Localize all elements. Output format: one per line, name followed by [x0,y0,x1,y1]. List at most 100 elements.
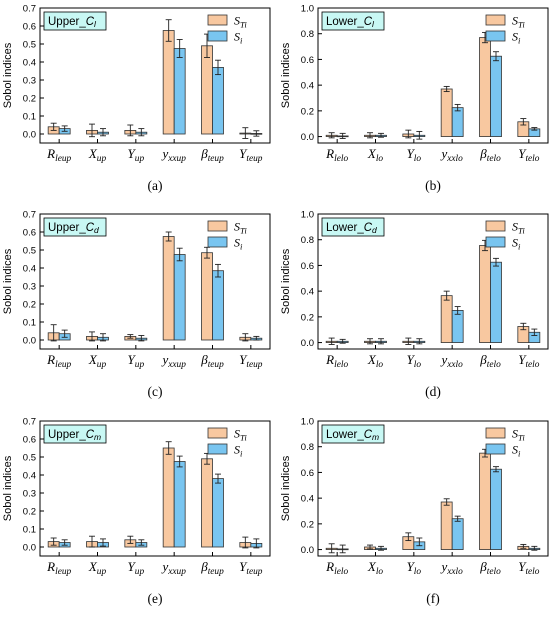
y-tick-label: 0.4 [23,471,36,482]
panel-label: (f) [426,591,440,606]
bar-s-ti [479,452,491,550]
panel-label: (d) [425,384,441,399]
bar-s-i [451,107,464,137]
bar-s-i [490,468,502,550]
legend-swatch-s-i [207,236,228,248]
panel-title: Upper_Cl [48,16,97,29]
title-box [321,217,385,237]
y-tick-label: 0.0 [23,336,36,347]
y-tick-label: 0.4 [301,287,314,298]
x-tick-label: Xup [88,559,107,577]
legend-label-s-ti: STi [512,14,525,30]
panel-label: (b) [425,178,441,193]
panel-title: Upper_Cm [48,429,101,442]
panel-title: Upper_Cd [48,222,99,235]
plot-frame [39,213,271,350]
x-tick-label: yxxup [160,146,186,164]
y-tick-label: 0.1 [23,525,36,536]
plot-frame [39,420,271,557]
y-tick-label: 0.1 [23,318,36,329]
bar-s-ti [201,45,213,135]
x-tick-label: Xlo [367,146,384,164]
bar-s-i [451,310,464,343]
y-tick-label: 0.4 [301,81,314,92]
y-tick-label: 0.4 [301,494,314,505]
x-tick-label: yxxup [160,559,186,577]
plot-frame [39,7,271,144]
bar-s-ti [479,245,491,343]
chart-panel-5: 0.0 0.1 0.2 0.3 0.4 0.5 0.6 0.7 Sobol indices Rle… [2,417,271,606]
x-tick-label: yxxlo [439,352,463,370]
bar-s-i [212,478,224,548]
y-axis-label: Sobol indices [280,42,292,108]
x-tick-label: Yteup [239,146,263,164]
y-tick-label: 0.6 [23,22,36,33]
x-tick-label: yxxlo [439,559,463,577]
x-tick-label: yxxup [160,352,186,370]
bar-s-ti [440,88,453,137]
x-tick-label: Ytelo [518,559,540,577]
bar-s-ti [162,447,175,548]
bar-s-ti [479,37,491,137]
y-tick-label: 1.0 [301,417,314,428]
plot-frame [317,7,549,144]
legend-label-s-ti: STi [512,427,525,443]
x-tick-label: Ylo [407,146,422,164]
x-tick-label: Ytelo [518,146,540,164]
title-box [321,424,385,444]
bar-s-i [173,461,186,548]
y-tick-label: 0.8 [301,442,314,453]
chart-panel-2: 0.0 0.2 0.4 0.6 0.8 1.0 Sobol indices Rlelo Xlo Y… [280,4,549,193]
legend-label-s-ti: STi [234,14,247,30]
panel-title: Lower_Cd [326,222,377,235]
x-tick-label: Yup [128,352,145,370]
legend-label-s-ti: STi [512,220,525,236]
y-axis-label: Sobol indices [2,42,14,108]
y-tick-label: 0.6 [301,261,314,272]
legend-swatch-s-ti [207,220,228,232]
x-tick-label: βtelo [479,559,501,577]
legend-swatch-s-i [485,236,506,248]
panel-label: (a) [148,178,163,193]
y-tick-label: 0.2 [301,106,314,117]
x-tick-label: Xup [88,146,107,164]
y-tick-label: 0.0 [23,130,36,141]
y-tick-label: 1.0 [301,210,314,221]
y-tick-label: 0.3 [23,282,36,293]
bar-s-ti [440,295,453,343]
bar-s-i [212,67,224,135]
title-box [321,11,385,31]
legend-label-s-i: Si [234,236,243,252]
y-tick-label: 0.7 [23,417,36,428]
x-tick-label: βteup [200,352,224,370]
x-tick-label: Xup [88,352,107,370]
x-tick-label: Yup [128,146,145,164]
legend-swatch-s-ti [207,427,228,439]
y-tick-label: 0.2 [301,519,314,530]
title-box [43,217,107,237]
x-tick-label: Xlo [367,352,384,370]
bar-s-ti [162,30,175,135]
y-tick-label: 0.8 [301,235,314,246]
legend-label-s-i: Si [234,30,243,46]
bar-s-ti [440,501,453,550]
y-tick-label: 0.4 [23,58,36,69]
x-tick-label: Rlelo [325,559,348,577]
title-box [43,424,107,444]
legend-swatch-s-i [485,30,506,42]
plot-frame [317,420,549,557]
y-axis-label: Sobol indices [280,248,292,314]
bar-s-i [451,518,464,550]
bar-s-i [212,270,224,341]
y-tick-label: 0.0 [301,132,314,143]
legend-label-s-i: Si [234,443,243,459]
y-tick-label: 0.0 [301,545,314,556]
x-tick-label: Yteup [239,559,263,577]
y-tick-label: 0.5 [23,40,36,51]
chart-panel-1: 0.0 0.1 0.2 0.3 0.4 0.5 0.6 0.7 Sobol indices Rle… [2,4,271,193]
legend-swatch-s-ti [485,14,506,26]
bar-s-i [490,261,502,343]
x-tick-label: Rleup [46,146,71,164]
x-tick-label: Rlelo [325,352,348,370]
